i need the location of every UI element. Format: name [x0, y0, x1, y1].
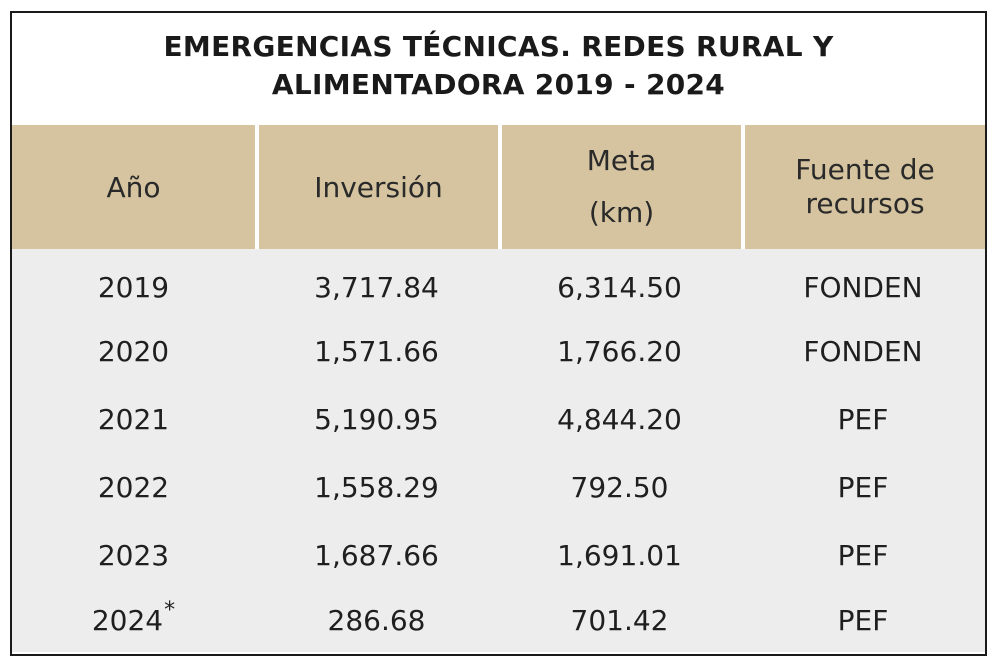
cell-meta-value: 1,691.01: [557, 538, 682, 572]
cell-meta: 701.42: [498, 589, 741, 652]
cell-inversion: 5,190.95: [255, 385, 498, 453]
cell-meta-value: 1,766.20: [557, 334, 682, 368]
cell-inversion-value: 3,717.84: [314, 270, 439, 304]
cell-meta: 792.50: [498, 453, 741, 521]
cell-meta: 1,766.20: [498, 317, 741, 385]
header-meta-unit: (km): [588, 196, 655, 229]
header-inversion: Inversión: [255, 119, 498, 249]
cell-anio-value: 2021: [97, 402, 170, 436]
cell-fuente: FONDEN: [741, 317, 985, 385]
cell-inversion: 1,558.29: [255, 453, 498, 521]
cell-fuente-value: PEF: [837, 604, 889, 637]
cell-anio: 2020: [12, 317, 255, 385]
data-table: Año Inversión Meta (km) Fuente de recurs…: [12, 119, 985, 652]
cell-anio: 2022: [12, 453, 255, 521]
header-anio-label: Año: [106, 170, 161, 204]
cell-fuente: PEF: [741, 521, 985, 589]
cell-meta: 1,691.01: [498, 521, 741, 589]
footnote-marker: *: [164, 598, 176, 623]
cell-fuente: PEF: [741, 453, 985, 521]
cell-inversion: 3,717.84: [255, 249, 498, 317]
cell-fuente: PEF: [741, 589, 985, 652]
title-line-1: EMERGENCIAS TÉCNICAS. REDES RURAL Y: [163, 30, 834, 63]
cell-meta: 4,844.20: [498, 385, 741, 453]
cell-fuente-value: PEF: [837, 470, 889, 504]
cell-anio: 2021: [12, 385, 255, 453]
cell-inversion: 1,571.66: [255, 317, 498, 385]
header-fuente-line-1: Fuente de: [795, 153, 935, 186]
cell-inversion-value: 5,190.95: [314, 402, 439, 436]
cell-anio: 2023: [12, 521, 255, 589]
cell-fuente: FONDEN: [741, 249, 985, 317]
cell-fuente-value: FONDEN: [803, 334, 923, 368]
cell-anio-value: 2024: [91, 604, 164, 637]
cell-fuente: PEF: [741, 385, 985, 453]
header-fuente: Fuente de recursos: [741, 119, 985, 249]
header-meta: Meta (km): [498, 119, 741, 249]
cell-anio-value: 2023: [97, 538, 170, 572]
table-frame: EMERGENCIAS TÉCNICAS. REDES RURAL Y ALIM…: [10, 11, 987, 656]
table-title: EMERGENCIAS TÉCNICAS. REDES RURAL Y ALIM…: [12, 13, 985, 119]
header-anio: Año: [12, 119, 255, 249]
cell-anio: 2019: [12, 249, 255, 317]
cell-meta-value: 4,844.20: [557, 402, 682, 436]
header-fuente-line-2: recursos: [805, 187, 925, 220]
cell-anio-value: 2022: [97, 470, 170, 504]
header-meta-label: Meta: [586, 144, 657, 177]
cell-inversion: 286.68: [255, 589, 498, 652]
cell-anio: 2024 *: [12, 589, 255, 652]
cell-meta-value: 792.50: [570, 470, 669, 504]
cell-meta-value: 701.42: [570, 604, 669, 637]
title-line-2: ALIMENTADORA 2019 - 2024: [271, 68, 726, 101]
cell-inversion: 1,687.66: [255, 521, 498, 589]
cell-inversion-value: 1,687.66: [314, 538, 439, 572]
header-inversion-label: Inversión: [314, 170, 443, 204]
cell-anio-value: 2019: [97, 270, 170, 304]
cell-fuente-value: PEF: [837, 538, 889, 572]
cell-fuente-value: PEF: [837, 402, 889, 436]
cell-meta-value: 6,314.50: [557, 270, 682, 304]
cell-inversion-value: 286.68: [327, 604, 426, 637]
cell-inversion-value: 1,558.29: [314, 470, 439, 504]
cell-fuente-value: FONDEN: [803, 270, 923, 304]
cell-anio-value: 2020: [97, 334, 170, 368]
cell-meta: 6,314.50: [498, 249, 741, 317]
cell-inversion-value: 1,571.66: [314, 334, 439, 368]
